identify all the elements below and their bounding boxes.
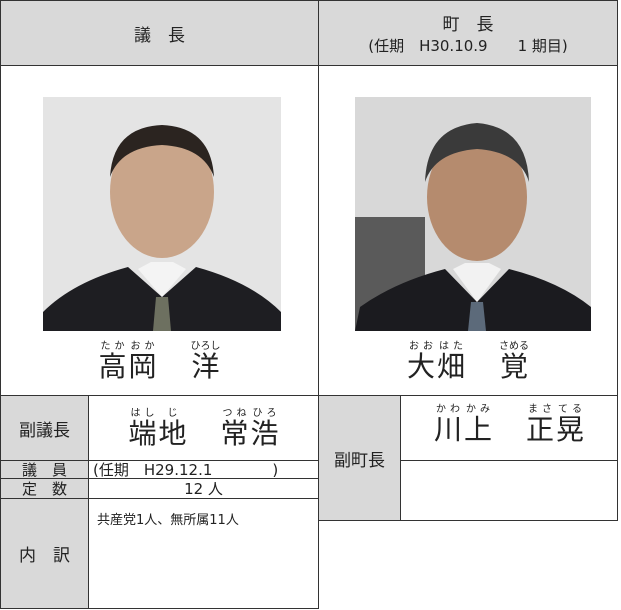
vice-mayor-label: 副町長 xyxy=(334,450,385,471)
kanji: 岡 xyxy=(128,350,157,383)
kanji: 正 xyxy=(526,413,555,446)
kanji: 地 xyxy=(158,417,187,450)
name-given: 覚さめる xyxy=(499,341,529,385)
name-char: 川かわ xyxy=(434,404,462,448)
kanji: 高 xyxy=(98,350,127,383)
mayor-photo-cell: 大おお 畑はた 覚さめる xyxy=(318,65,618,396)
vice-chair-label-cell: 副議長 xyxy=(0,395,89,461)
empty-cell xyxy=(400,460,618,521)
furigana: おお xyxy=(406,341,435,352)
furigana: てる xyxy=(556,404,585,415)
mayor-photo xyxy=(355,97,591,331)
members-label-cell: 議 員 xyxy=(0,460,89,479)
kanji: 晃 xyxy=(556,413,585,446)
chair-header: 議 長 xyxy=(134,25,185,46)
furigana: まさ xyxy=(526,404,555,415)
name-char: 晃てる xyxy=(556,404,584,448)
seats-value-cell: 12 人 xyxy=(88,478,319,499)
name-given: 常つね 浩ひろ xyxy=(221,408,279,452)
name-given: 洋ひろし xyxy=(191,341,221,385)
furigana: ひろし xyxy=(190,341,221,352)
furigana: おか xyxy=(128,341,157,352)
furigana: さめる xyxy=(499,341,530,352)
name-family: 大おお 畑はた xyxy=(407,341,465,385)
seats-label-cell: 定 数 xyxy=(0,478,89,499)
kanji: 畑 xyxy=(437,350,466,383)
furigana: つね xyxy=(220,408,249,419)
name-char: 高たか xyxy=(98,341,126,385)
vice-chair-label: 副議長 xyxy=(19,420,70,441)
name-given: 正まさ 晃てる xyxy=(526,404,584,448)
name-char: 大おお xyxy=(407,341,435,385)
breakdown-value-cell: 共産党1人、無所属11人 xyxy=(88,498,319,609)
name-char: 洋ひろし xyxy=(191,341,221,385)
vice-mayor-label-cell: 副町長 xyxy=(318,395,401,521)
kanji: 川 xyxy=(433,413,462,446)
kanji: 上 xyxy=(463,413,492,446)
name-family: 高たか 岡おか xyxy=(98,341,156,385)
breakdown-label: 内 訳 xyxy=(19,546,70,566)
name-char: 端はし xyxy=(128,408,156,452)
kanji: 浩 xyxy=(250,417,279,450)
chair-name: 高たか 岡おか 洋ひろし xyxy=(1,341,318,385)
mayor-name: 大おお 畑はた 覚さめる xyxy=(319,341,617,385)
chair-photo-cell: 高たか 岡おか 洋ひろし xyxy=(0,65,319,396)
name-char: 覚さめる xyxy=(499,341,529,385)
seats-label: 定 数 xyxy=(21,480,67,498)
chair-header-cell: 議 長 xyxy=(0,0,319,66)
kanji: 覚 xyxy=(499,350,529,383)
members-term: (任期 H29.12.1 ) xyxy=(93,461,279,479)
name-char: 常つね xyxy=(221,408,249,452)
chair-photo xyxy=(43,97,281,331)
furigana: ひろ xyxy=(250,408,279,419)
name-family: 端はし 地じ xyxy=(128,408,186,452)
mayor-header-cell: 町 長 (任期 H30.10.9 1 期目) xyxy=(318,0,618,66)
vice-chair-name: 端はし 地じ 常つね 浩ひろ xyxy=(89,408,318,452)
name-char: 畑はた xyxy=(437,341,465,385)
members-label: 議 員 xyxy=(21,461,67,479)
name-char: 岡おか xyxy=(129,341,157,385)
furigana: じ xyxy=(158,408,187,419)
vice-chair-name-cell: 端はし 地じ 常つね 浩ひろ xyxy=(88,395,319,461)
seats-value: 12 人 xyxy=(184,480,223,498)
vice-mayor-name: 川かわ 上かみ 正まさ 晃てる xyxy=(401,404,617,448)
kanji: 常 xyxy=(220,417,249,450)
name-char: 浩ひろ xyxy=(251,408,279,452)
breakdown-label-cell: 内 訳 xyxy=(0,498,89,609)
furigana: かみ xyxy=(463,404,492,415)
name-char: 地じ xyxy=(158,408,186,452)
name-family: 川かわ 上かみ xyxy=(434,404,492,448)
furigana: たか xyxy=(98,341,127,352)
breakdown-value: 共産党1人、無所属11人 xyxy=(97,513,239,528)
furigana: かわ xyxy=(433,404,462,415)
kanji: 端 xyxy=(128,417,157,450)
mayor-term: (任期 H30.10.9 1 期目) xyxy=(368,37,568,55)
members-term-cell: (任期 H29.12.1 ) xyxy=(88,460,319,479)
mayor-header: 町 長 xyxy=(442,15,494,35)
name-char: 上かみ xyxy=(464,404,492,448)
kanji: 大 xyxy=(406,350,435,383)
kanji: 洋 xyxy=(190,350,221,383)
name-char: 正まさ xyxy=(526,404,554,448)
furigana: はた xyxy=(437,341,466,352)
vice-mayor-name-cell: 川かわ 上かみ 正まさ 晃てる xyxy=(400,395,618,461)
furigana: はし xyxy=(128,408,157,419)
